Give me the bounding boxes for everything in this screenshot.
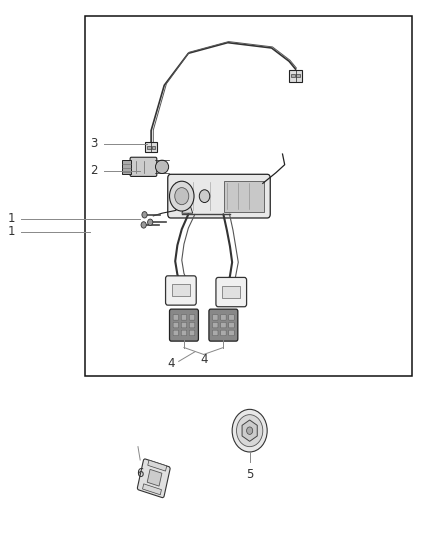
Circle shape — [237, 415, 263, 447]
Bar — [122, 160, 131, 174]
FancyBboxPatch shape — [189, 322, 195, 328]
FancyBboxPatch shape — [212, 330, 218, 336]
FancyBboxPatch shape — [181, 330, 187, 336]
Polygon shape — [182, 200, 193, 213]
Bar — [172, 285, 190, 296]
Polygon shape — [242, 420, 257, 441]
FancyBboxPatch shape — [181, 322, 187, 328]
Circle shape — [232, 409, 267, 452]
Circle shape — [148, 219, 153, 225]
FancyBboxPatch shape — [221, 330, 226, 336]
Circle shape — [142, 212, 147, 218]
FancyBboxPatch shape — [221, 314, 226, 320]
Text: 6: 6 — [136, 467, 144, 480]
FancyBboxPatch shape — [173, 322, 179, 328]
Text: 3: 3 — [91, 138, 98, 150]
FancyBboxPatch shape — [168, 174, 270, 218]
Bar — [147, 470, 162, 486]
FancyBboxPatch shape — [166, 276, 196, 305]
FancyBboxPatch shape — [173, 330, 179, 336]
FancyBboxPatch shape — [229, 314, 234, 320]
FancyBboxPatch shape — [212, 314, 218, 320]
Text: 1: 1 — [7, 212, 15, 225]
FancyBboxPatch shape — [189, 314, 195, 320]
Text: 2: 2 — [90, 164, 98, 177]
Bar — [142, 484, 162, 495]
FancyBboxPatch shape — [229, 330, 234, 336]
FancyBboxPatch shape — [170, 309, 198, 341]
Bar — [147, 146, 151, 149]
Bar — [296, 74, 300, 77]
Circle shape — [141, 222, 146, 228]
Text: 4: 4 — [200, 353, 208, 366]
Bar — [148, 460, 167, 471]
Circle shape — [175, 188, 189, 205]
FancyBboxPatch shape — [212, 322, 218, 328]
Bar — [289, 70, 302, 82]
FancyBboxPatch shape — [189, 330, 195, 336]
Bar — [145, 142, 157, 152]
FancyBboxPatch shape — [173, 314, 179, 320]
FancyBboxPatch shape — [216, 277, 247, 307]
Bar — [152, 146, 155, 149]
Circle shape — [170, 181, 194, 211]
FancyBboxPatch shape — [181, 314, 187, 320]
Text: 1: 1 — [7, 225, 15, 238]
FancyBboxPatch shape — [221, 322, 226, 328]
FancyBboxPatch shape — [138, 459, 170, 498]
Circle shape — [199, 190, 210, 203]
Bar — [222, 286, 240, 298]
Bar — [224, 181, 264, 212]
Text: 4: 4 — [167, 357, 175, 370]
Circle shape — [247, 427, 253, 434]
Bar — [85, 16, 412, 376]
Text: 5: 5 — [246, 468, 253, 481]
FancyBboxPatch shape — [209, 309, 238, 341]
Ellipse shape — [155, 160, 169, 173]
FancyBboxPatch shape — [130, 157, 157, 176]
FancyBboxPatch shape — [229, 322, 234, 328]
Bar — [291, 74, 295, 77]
